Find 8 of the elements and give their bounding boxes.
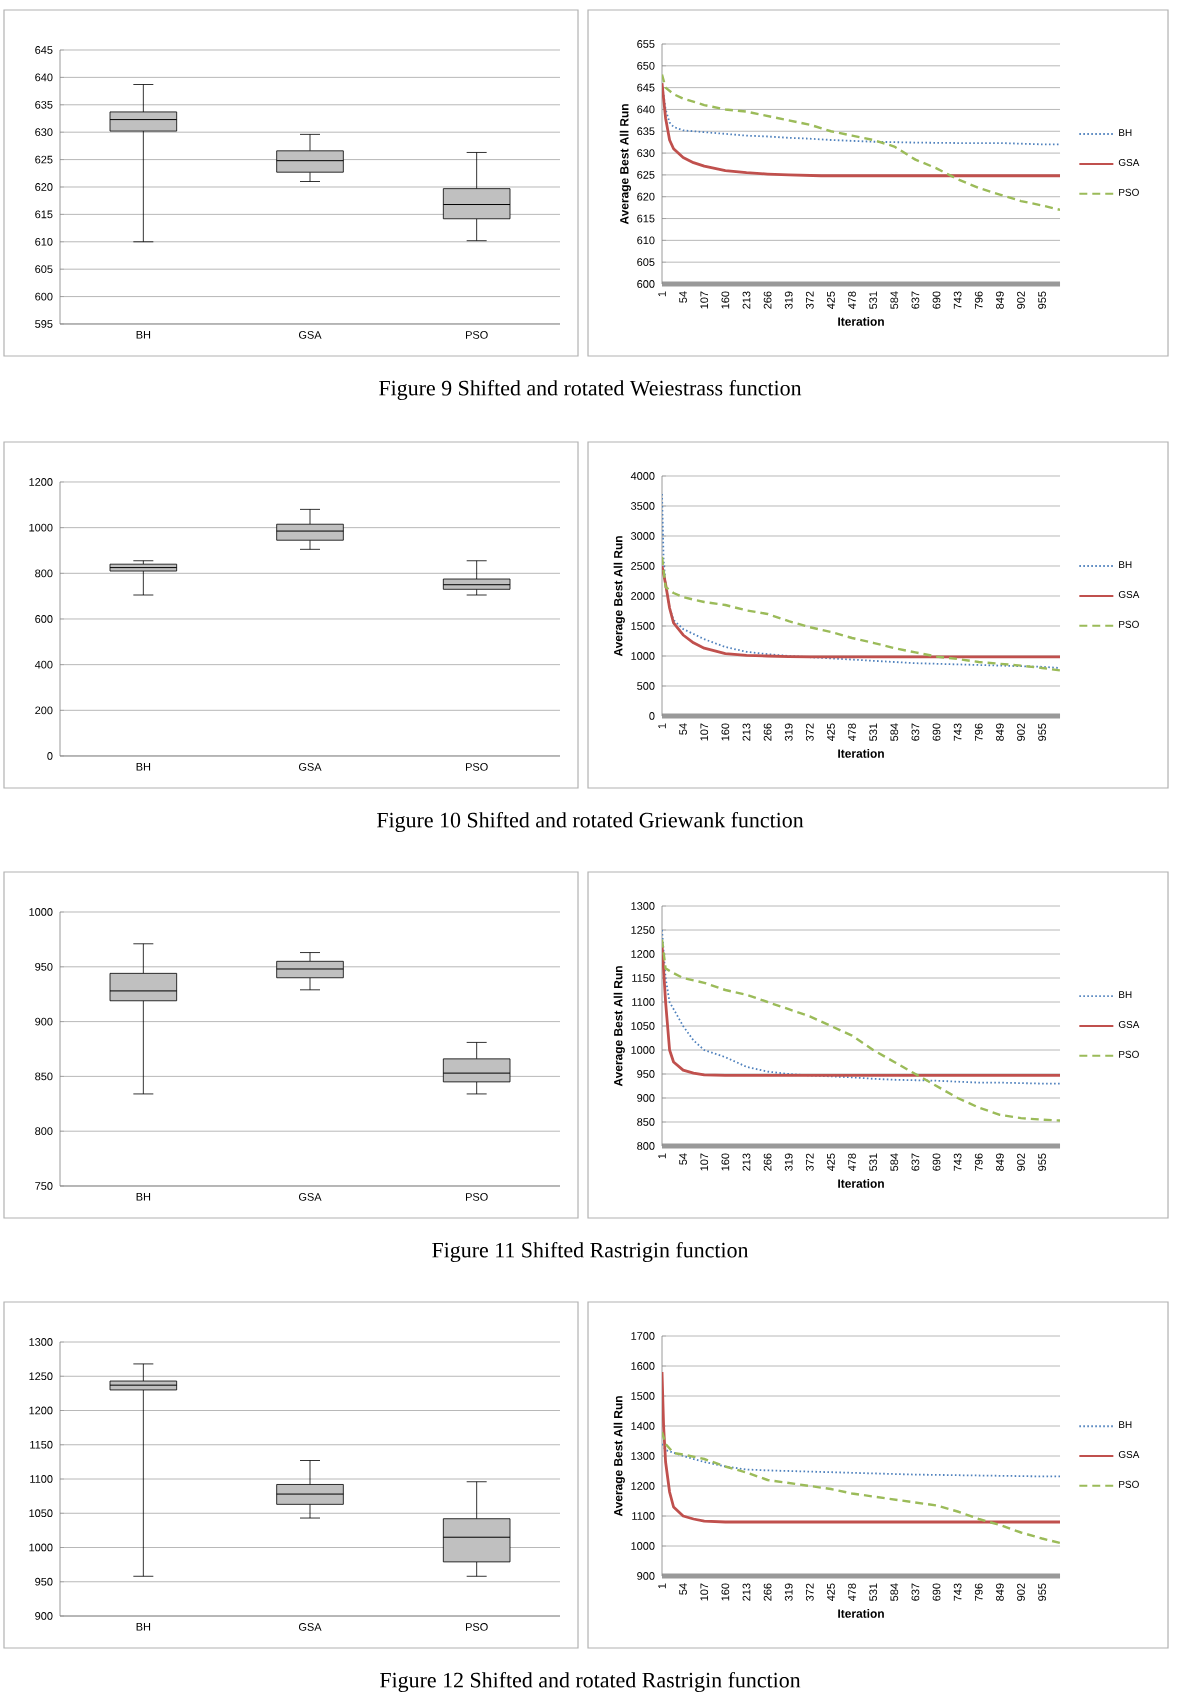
line-series bbox=[662, 81, 1061, 178]
line-series bbox=[662, 1370, 1061, 1524]
line-series bbox=[662, 564, 1061, 659]
caption: Figure 10 Shifted and rotated Griewank function bbox=[376, 811, 804, 833]
caption: Figure 11 Shifted Rastrigin function bbox=[432, 1241, 749, 1263]
caption: Figure 12 Shifted and rotated Rastrigin function bbox=[380, 1671, 801, 1693]
line-series bbox=[662, 555, 1061, 672]
caption: Figure 9 Shifted and rotated Weiestrass function bbox=[379, 379, 802, 401]
